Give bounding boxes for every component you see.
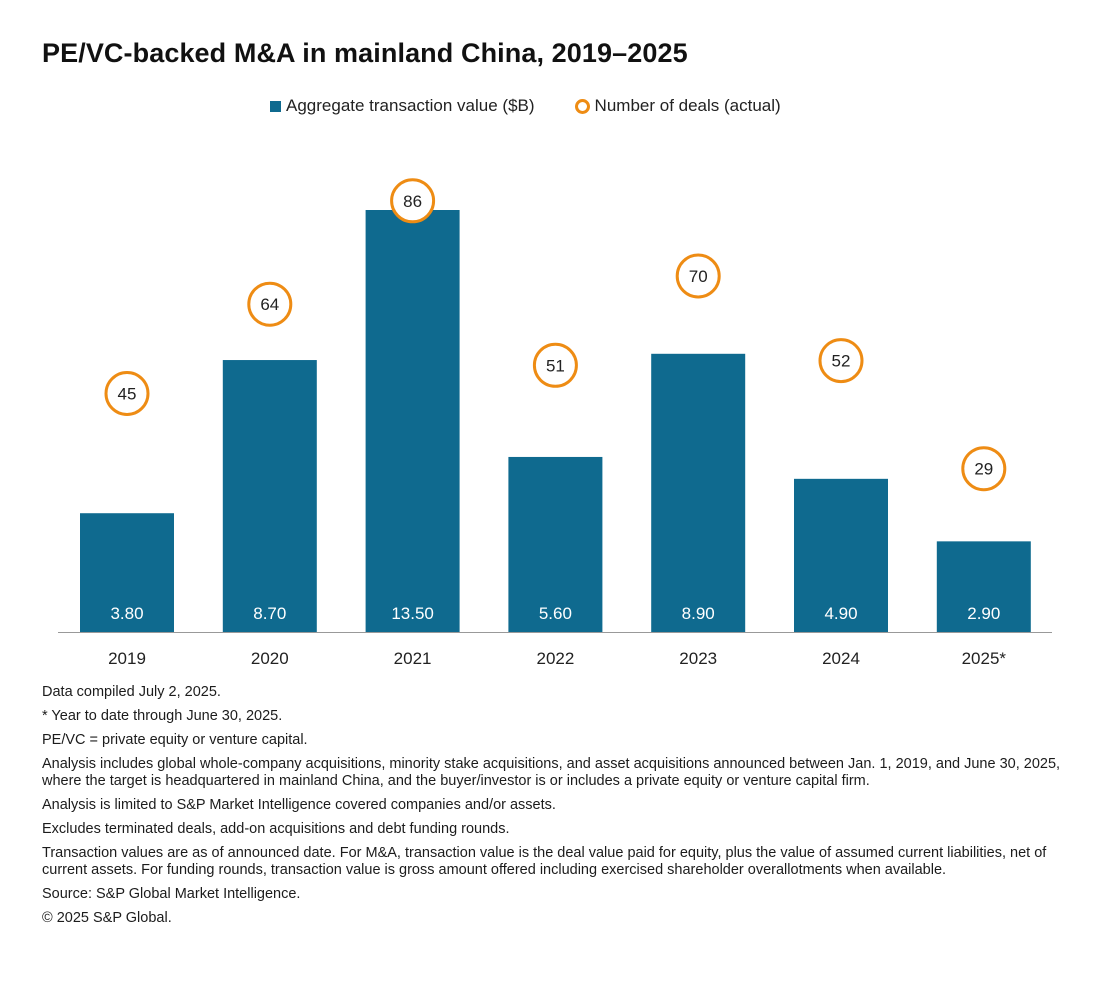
note-line: Data compiled July 2, 2025. (42, 684, 221, 700)
legend-item-value: Aggregate transaction value ($B) (270, 96, 535, 116)
x-tick-label: 2022 (536, 649, 574, 668)
deal-count-label: 70 (689, 267, 708, 286)
x-tick-label: 2021 (394, 649, 432, 668)
legend-circle-swatch (574, 98, 590, 114)
bar (80, 513, 174, 632)
deal-count-marker (532, 342, 578, 388)
legend-item-deals: Number of deals (actual) (574, 96, 781, 116)
x-tick-label: 2020 (251, 649, 289, 668)
bar-value-label: 5.60 (539, 604, 572, 623)
bar (651, 353, 746, 632)
legend-bar-label: Aggregate transaction value ($B) (286, 96, 535, 115)
deal-count-marker (675, 253, 721, 299)
note-line: * Year to date through June 30, 2025. (42, 708, 283, 724)
bar (794, 478, 888, 632)
note-line: Excludes terminated deals, add-on acquis… (42, 821, 510, 837)
x-tick-label: 2023 (679, 649, 717, 668)
bar (508, 456, 603, 632)
deal-count-label: 52 (832, 352, 851, 371)
bar-chart: 3.80 2019 45 8.70 2020 64 13.50 2021 86 5.60 2022 5… (58, 178, 1052, 668)
deal-count-marker (390, 178, 436, 224)
deal-count-marker (104, 371, 150, 416)
deal-count-label: 29 (974, 460, 993, 479)
legend-circle-label: Number of deals (actual) (594, 96, 781, 115)
bar-value-label: 4.90 (824, 604, 857, 623)
note-line: © 2025 S&P Global. (42, 910, 172, 926)
deal-count-label: 45 (118, 385, 137, 404)
deal-count-label: 51 (546, 356, 565, 375)
deal-count-label: 86 (403, 192, 422, 211)
bar (222, 360, 317, 632)
x-tick-label: 2024 (822, 649, 860, 668)
bar (936, 541, 1031, 632)
note-line: Analysis is limited to S&P Market Intell… (42, 797, 556, 813)
bar-value-label: 13.50 (391, 604, 434, 623)
x-tick-label: 2025* (962, 649, 1007, 668)
bar-value-label: 2.90 (967, 604, 1000, 623)
x-tick-label: 2019 (108, 649, 146, 668)
bar-value-label: 8.90 (682, 604, 715, 623)
deal-count-marker (247, 281, 293, 327)
bar (365, 210, 460, 632)
note-line: Source: S&P Global Market Intelligence. (42, 886, 301, 902)
note-line: Transaction values are as of announced d… (42, 845, 1047, 878)
note-line: PE/VC = private equity or venture capita… (42, 732, 308, 748)
legend-bar-swatch (270, 100, 281, 112)
bar-value-label: 3.80 (110, 604, 143, 623)
note-line: Analysis includes global whole-company a… (42, 756, 1061, 789)
bar-value-label: 8.70 (253, 604, 286, 623)
chart-title: PE/VC-backed M&A in mainland China, 2019… (42, 38, 688, 68)
deal-count-label: 64 (260, 295, 279, 314)
deal-count-marker (818, 338, 864, 384)
chart-notes: Data compiled July 2, 2025. * Year to da… (42, 684, 1072, 934)
chart-legend: Aggregate transaction value ($B) Number … (270, 96, 821, 116)
deal-count-marker (961, 446, 1007, 492)
